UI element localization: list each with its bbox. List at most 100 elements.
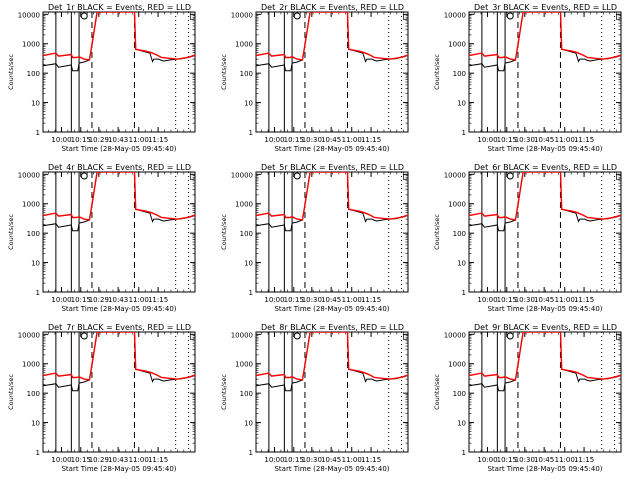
- l-marker-label: L: [616, 13, 621, 22]
- reference-lines: [55, 172, 190, 292]
- reference-lines: [55, 12, 190, 132]
- x-tick-label: 10:15: [71, 456, 91, 464]
- x-tick-label: 10:00: [264, 136, 284, 144]
- y-tick-label: 1000: [448, 361, 466, 369]
- reference-lines: [268, 172, 403, 292]
- x-tick-label: 11:15: [574, 296, 594, 304]
- x-tick-label: 11:00: [555, 296, 575, 304]
- x-tick-label: 10:43: [108, 136, 128, 144]
- l-marker-label: L: [403, 173, 408, 182]
- y-tick-label: 1000: [235, 41, 253, 49]
- x-axis-label: Start Time (28-May-05 09:45:40): [61, 465, 176, 473]
- flare-circle-marker: [506, 332, 514, 340]
- panel-title: Det_2r BLACK = Events, RED = LLD: [261, 3, 404, 12]
- x-tick-label: 10:15: [284, 456, 304, 464]
- y-axis-label: Counts/sec: [7, 54, 15, 90]
- y-tick-label: 10000: [231, 331, 253, 339]
- x-tick-label: 10:15: [497, 136, 517, 144]
- lld-series-line: [43, 12, 195, 61]
- y-axis-label: Counts/sec: [220, 374, 228, 410]
- lld-series-line: [469, 172, 621, 221]
- flare-circle-marker: [293, 332, 301, 340]
- y-tick-label: 1: [249, 289, 253, 297]
- panel: Det_2r BLACK = Events, RED = LLD 1 10 100 10…: [220, 3, 409, 153]
- y-tick-label: 10: [31, 420, 40, 428]
- x-tick-label: 10:30: [302, 456, 322, 464]
- y-tick-label: 1000: [235, 361, 253, 369]
- plot-frame: [255, 11, 409, 133]
- y-tick-label: 10000: [18, 11, 40, 19]
- y-tick-label: 10: [31, 100, 40, 108]
- y-tick-label: 10000: [231, 171, 253, 179]
- y-tick-label: 1: [249, 129, 253, 137]
- panel-title: Det_4r BLACK = Events, RED = LLD: [48, 163, 191, 172]
- y-tick-label: 1000: [448, 201, 466, 209]
- flare-circle-marker: [80, 12, 88, 20]
- reference-lines: [481, 12, 616, 132]
- lld-series-line: [43, 332, 195, 381]
- reference-lines: [268, 332, 403, 452]
- series-lines: [469, 332, 621, 392]
- y-tick-label: 1000: [22, 41, 40, 49]
- y-tick-label: 1: [249, 449, 253, 457]
- events-series-line: [469, 12, 621, 72]
- x-tick-label: 11:00: [342, 136, 362, 144]
- x-tick-label: 10:30: [302, 296, 322, 304]
- reference-lines: [55, 332, 190, 452]
- series-lines: [469, 172, 621, 232]
- x-tick-label: 11:15: [361, 456, 381, 464]
- l-marker-label: L: [616, 173, 621, 182]
- y-tick-label: 100: [27, 230, 40, 238]
- flare-circle-marker: [506, 172, 514, 180]
- lld-series-line: [256, 172, 408, 221]
- y-tick-label: 10: [244, 260, 253, 268]
- x-tick-label: 11:15: [148, 456, 168, 464]
- x-axis-label: Start Time (28-May-05 09:45:40): [487, 145, 602, 153]
- x-tick-label: 11:15: [148, 136, 168, 144]
- y-axis-label: Counts/sec: [433, 54, 441, 90]
- l-marker-label: L: [190, 13, 195, 22]
- y-tick-label: 1000: [448, 41, 466, 49]
- events-series-line: [43, 12, 195, 72]
- plot-frame: [42, 11, 196, 133]
- panel-title: Det_3r BLACK = Events, RED = LLD: [474, 3, 617, 12]
- y-axis-label: Counts/sec: [433, 214, 441, 250]
- y-axis-label: Counts/sec: [220, 214, 228, 250]
- x-tick-label: 10:00: [51, 456, 71, 464]
- y-tick-label: 10: [457, 260, 466, 268]
- lld-series-line: [43, 172, 195, 221]
- y-tick-label: 100: [240, 70, 253, 78]
- x-tick-label: 10:15: [497, 456, 517, 464]
- series-lines: [256, 332, 408, 392]
- x-tick-label: 10:43: [108, 296, 128, 304]
- panel: Det_3r BLACK = Events, RED = LLD 1 10 100 10…: [433, 3, 622, 153]
- l-marker-label: L: [403, 333, 408, 342]
- x-tick-label: 10:00: [264, 296, 284, 304]
- x-tick-label: 10:30: [515, 136, 535, 144]
- x-tick-label: 11:00: [342, 296, 362, 304]
- x-axis-label: Start Time (28-May-05 09:45:40): [274, 305, 389, 313]
- x-tick-label: 11:00: [555, 136, 575, 144]
- lld-series-line: [469, 332, 621, 381]
- plot-frame: [468, 171, 622, 293]
- y-tick-label: 10000: [231, 11, 253, 19]
- series-lines: [469, 12, 621, 72]
- y-axis-label: Counts/sec: [433, 374, 441, 410]
- panel-title: Det_8r BLACK = Events, RED = LLD: [261, 323, 404, 332]
- plot-frame: [255, 171, 409, 293]
- lld-series-line: [469, 12, 621, 61]
- y-tick-label: 1: [36, 289, 40, 297]
- y-tick-label: 100: [453, 230, 466, 238]
- y-tick-label: 1000: [235, 201, 253, 209]
- y-axis-label: Counts/sec: [220, 54, 228, 90]
- y-tick-label: 1000: [22, 201, 40, 209]
- y-tick-label: 100: [240, 230, 253, 238]
- events-series-line: [43, 172, 195, 232]
- y-tick-label: 1: [36, 449, 40, 457]
- y-tick-label: 10000: [18, 331, 40, 339]
- reference-lines: [481, 172, 616, 292]
- flare-circle-marker: [293, 12, 301, 20]
- y-tick-label: 10000: [444, 171, 466, 179]
- series-lines: [43, 332, 195, 392]
